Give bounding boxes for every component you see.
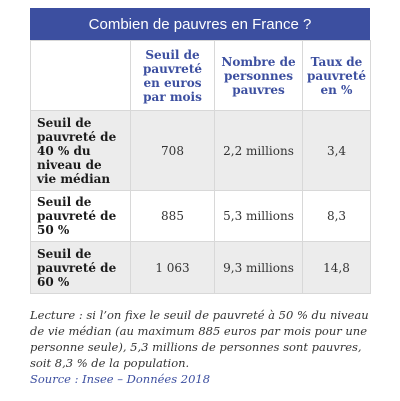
reading-note-text: Lecture : si l’on fixe le seuil de pauvr… [30, 308, 369, 370]
poor-count-value: 5,3 millions [214, 190, 303, 242]
threshold-value: 1 063 [130, 241, 215, 294]
table-title: Combien de pauvres en France ? [30, 8, 370, 40]
row-label: Seuil de pauvreté de 60 % [30, 241, 131, 294]
threshold-value: 885 [130, 190, 215, 242]
column-header-threshold: Seuil de pauvreté en euros par mois [130, 40, 215, 111]
source-credit: Source : Insee – Données 2018 [30, 372, 211, 386]
table-row: Seuil de pauvreté de 60 % 1 063 9,3 mill… [30, 241, 371, 294]
poverty-rate-value: 3,4 [302, 110, 371, 191]
poor-count-value: 9,3 millions [214, 241, 303, 294]
header-corner-cell [30, 40, 131, 111]
table-row: Seuil de pauvreté de 50 % 885 5,3 millio… [30, 190, 371, 242]
column-header-count: Nombre de personnes pauvres [214, 40, 303, 111]
reading-note: Lecture : si l’on fixe le seuil de pauvr… [30, 307, 375, 387]
poor-count-value: 2,2 millions [214, 110, 303, 191]
row-label: Seuil de pauvreté de 50 % [30, 190, 131, 242]
table-header-row: Seuil de pauvreté en euros par mois Nomb… [30, 40, 371, 111]
row-label: Seuil de pauvreté de 40 % du niveau de v… [30, 110, 131, 191]
poverty-rate-value: 8,3 [302, 190, 371, 242]
column-header-rate: Taux de pauvreté en % [302, 40, 371, 111]
table-title-text: Combien de pauvres en France ? [88, 15, 312, 33]
table-row: Seuil de pauvreté de 40 % du niveau de v… [30, 110, 371, 191]
threshold-value: 708 [130, 110, 215, 191]
poverty-rate-value: 14,8 [302, 241, 371, 294]
poverty-table: Seuil de pauvreté en euros par mois Nomb… [30, 40, 371, 294]
